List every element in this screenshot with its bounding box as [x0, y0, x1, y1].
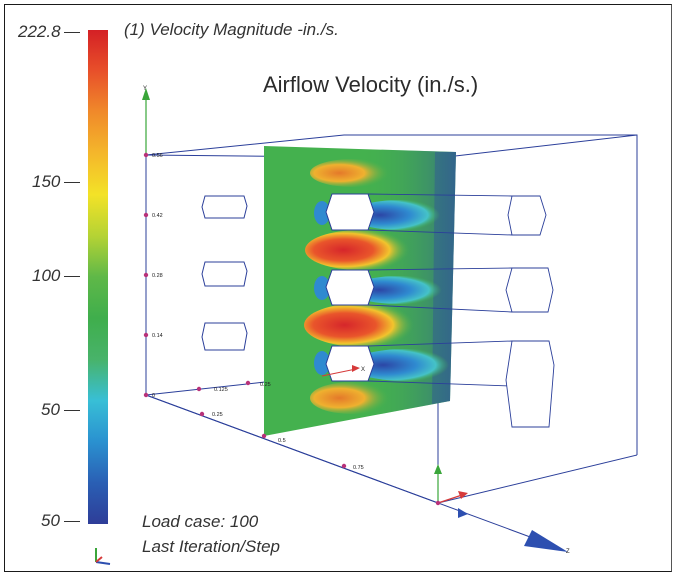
- y-tick: 0: [152, 393, 155, 399]
- legend-label-50: 50: [41, 400, 60, 419]
- legend-label-max: 222.8: [18, 22, 61, 41]
- legend-label-150: 150: [32, 172, 61, 191]
- iteration-label: Last Iteration/Step: [142, 537, 280, 556]
- origin-triad: [434, 464, 468, 504]
- z-axis-label: Z: [566, 549, 570, 555]
- legend-tick: [64, 32, 80, 33]
- triad-icon[interactable]: [88, 540, 116, 568]
- z-axis: Z: [145, 394, 570, 555]
- y-tick: 0.14: [152, 333, 163, 339]
- legend-tick: [64, 521, 80, 522]
- y-tick: 0.56: [152, 153, 163, 159]
- legend-tick: [64, 182, 80, 183]
- x-tick: 0.25: [260, 382, 271, 388]
- y-ticks: 0.56 0.42 0.28 0.14 0: [143, 152, 163, 399]
- y-tick: 0.42: [152, 213, 163, 219]
- y-tick: 0.28: [152, 273, 163, 279]
- x-tick: 0.125: [214, 387, 228, 393]
- load-case-label: Load case: 100: [142, 512, 259, 531]
- y-axis: Y: [142, 86, 150, 155]
- z-tick: 0.5: [278, 438, 286, 444]
- z-tick: 0.75: [353, 465, 364, 471]
- fin-tube-lines: [367, 193, 555, 428]
- velocity-colorbar: [88, 30, 108, 524]
- z-tick: 0.25: [212, 412, 223, 418]
- plot-title: Airflow Velocity (in./s.): [263, 72, 479, 97]
- y-axis-label: Y: [143, 86, 147, 92]
- z-ticks: 0.25 0.5 0.75: [199, 411, 441, 506]
- fin-right-group: [325, 193, 375, 382]
- x-ticks: 0.125 0.25: [196, 380, 271, 393]
- legend-label-min: 50: [41, 511, 60, 530]
- fin-left-group: [201, 195, 248, 351]
- legend-label-100: 100: [32, 266, 61, 285]
- result-header: (1) Velocity Magnitude -in./s.: [124, 20, 339, 39]
- x-axis-label: X: [361, 367, 365, 373]
- legend-tick: [64, 410, 80, 411]
- x-axis-local: X: [321, 365, 365, 377]
- legend-tick: [64, 276, 80, 277]
